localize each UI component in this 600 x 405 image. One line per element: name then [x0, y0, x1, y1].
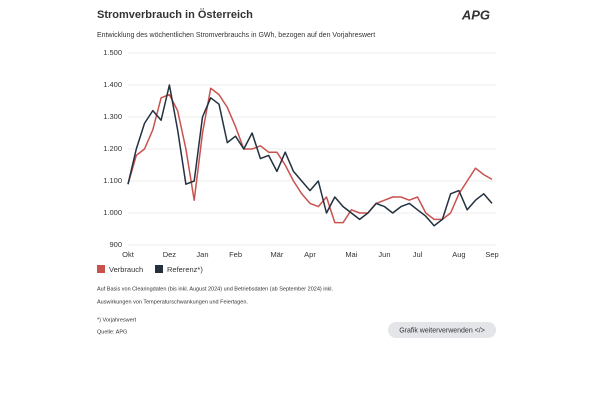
note: *) Vorjahreswert [97, 317, 137, 323]
x-tick-label: Feb [229, 250, 242, 259]
x-tick-label: Apr [304, 250, 316, 259]
y-tick-label: 1.200 [103, 144, 122, 153]
legend-label: Referenz*) [167, 265, 203, 274]
logo: APG [461, 7, 490, 22]
series-line [127, 87, 493, 224]
chart-subtitle: Entwicklung des wöchentlichen Stromverbr… [97, 32, 375, 39]
x-tick-label: Mai [345, 250, 357, 259]
x-tick-label: Jan [196, 250, 208, 259]
chart-title: Stromverbrauch in Österreich [97, 8, 253, 21]
legend-swatch [155, 265, 163, 273]
y-tick-label: 1.500 [103, 48, 122, 57]
x-tick-label: Jun [378, 250, 390, 259]
series-line [127, 84, 493, 227]
y-tick-label: 900 [109, 240, 122, 249]
y-tick-label: 1.100 [103, 176, 122, 185]
note: Auf Basis von Clearingdaten (bis inkl. A… [97, 286, 334, 292]
x-tick-label: Okt [122, 250, 135, 259]
x-tick-label: Jul [413, 250, 423, 259]
button[interactable]: Grafik weiterverwenden </> [399, 327, 485, 334]
button-bg[interactable] [388, 322, 496, 338]
y-tick-label: 1.300 [103, 112, 122, 121]
y-tick-label: 1.000 [103, 208, 122, 217]
note: Quelle: APG [97, 329, 127, 335]
y-tick-label: 1.400 [103, 80, 122, 89]
x-tick-label: Mär [270, 250, 283, 259]
legend-label: Verbrauch [109, 265, 143, 274]
note: Auswirkungen von Temperaturschwankungen … [97, 299, 248, 305]
x-tick-label: Aug [452, 250, 465, 259]
x-tick-label: Dez [163, 250, 177, 259]
legend-swatch [97, 265, 105, 273]
x-tick-label: Sep [485, 250, 498, 259]
